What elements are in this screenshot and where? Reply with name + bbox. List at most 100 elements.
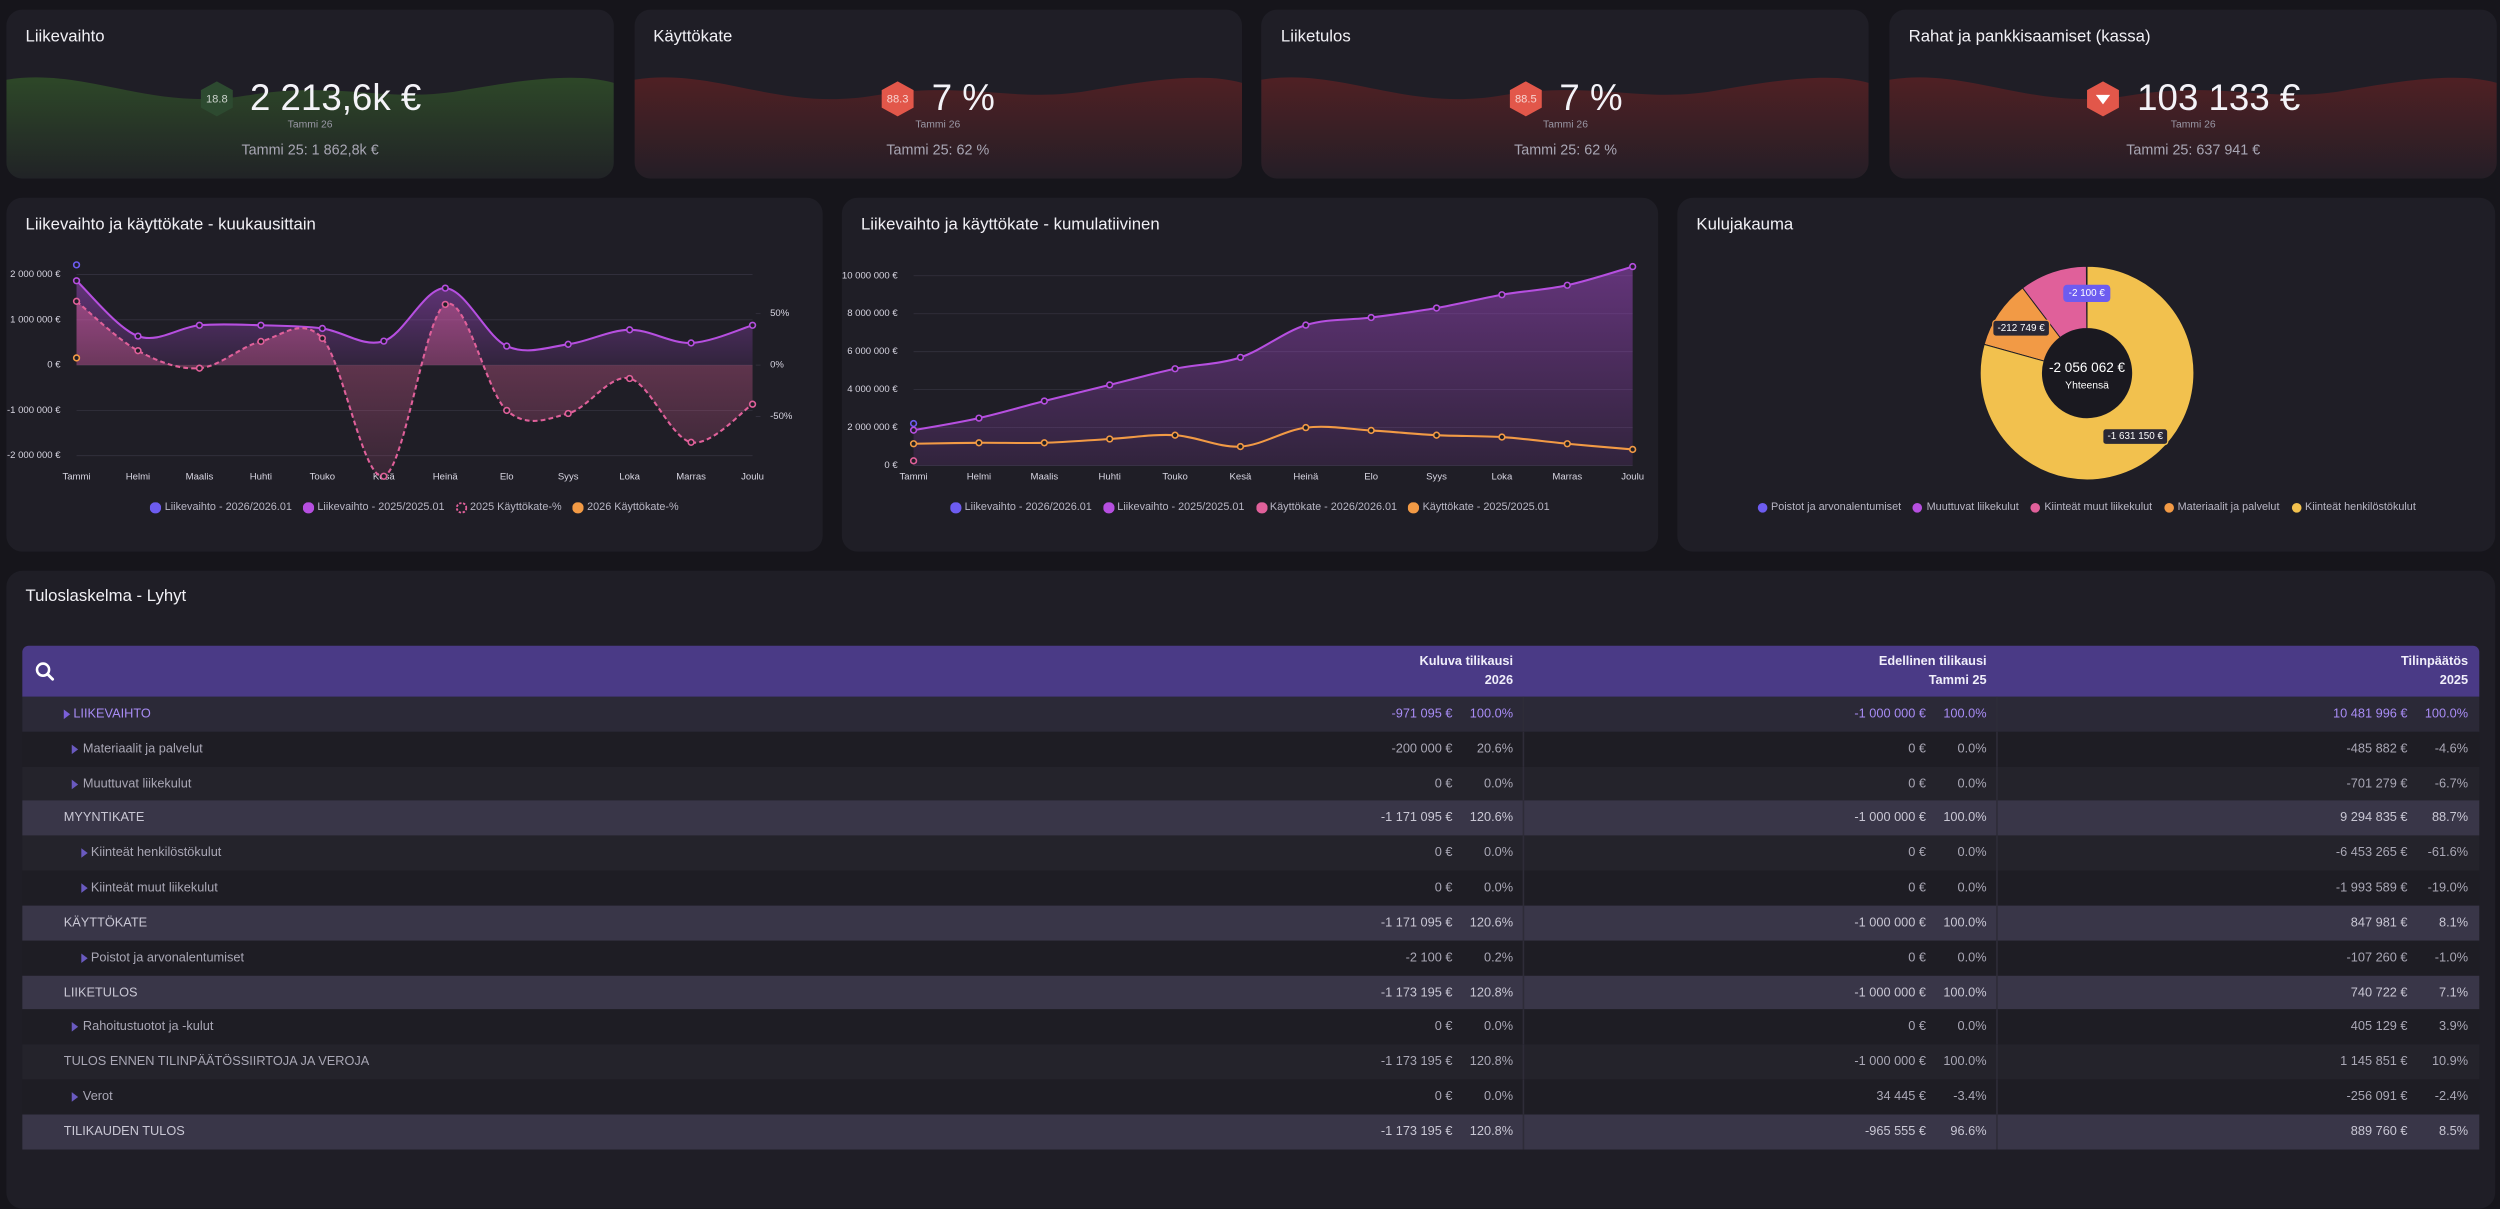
- amount-cell: -1 000 000 €: [1854, 906, 1926, 941]
- chart-plot: 10 000 000 €8 000 000 €6 000 000 €4 000 …: [842, 198, 1658, 501]
- table-title: Tuloslaskelma - Lyhyt: [26, 587, 187, 606]
- x-tick-label: Touko: [310, 471, 335, 482]
- expand-arrow[interactable]: [62, 708, 72, 721]
- kpi-previous: Tammi 25: 1 862,8k €: [6, 142, 613, 158]
- x-tick-label: Elo: [500, 471, 514, 482]
- kpi-value: 2 213,6k €: [250, 77, 421, 120]
- legend-marker: [2163, 502, 2174, 513]
- amount-cell: -965 555 €: [1865, 1114, 1926, 1149]
- series-point: [1434, 432, 1440, 438]
- table-row: MYYNTIKATE-1 171 095 €120.6%-1 000 000 €…: [22, 801, 2479, 836]
- column-separator: [1996, 697, 1998, 732]
- row-label: MYYNTIKATE: [64, 801, 145, 836]
- legend-dot: [2164, 503, 2174, 513]
- percent-cell: 3.9%: [2439, 1010, 2468, 1045]
- column-separator: [1523, 1045, 1525, 1080]
- expand-arrow[interactable]: [80, 952, 90, 965]
- series-point: [74, 278, 80, 284]
- percent-cell: 100.0%: [1943, 906, 1986, 941]
- legend-item: Kiinteät henkilöstökulut: [2291, 502, 2416, 513]
- series-point: [565, 341, 571, 347]
- series-point: [319, 326, 325, 332]
- legend-item: Poistot ja arvonalentumiset: [1757, 502, 1901, 513]
- percent-cell: 0.0%: [1958, 871, 1987, 906]
- kpi-badge: 88.5: [1508, 79, 1543, 117]
- amount-cell: 740 722 €: [2351, 975, 2408, 1010]
- legend-marker: [1757, 502, 1768, 513]
- legend-marker: [2030, 502, 2041, 513]
- legend-item: Liikevaihto - 2025/2025.01: [303, 502, 444, 513]
- column-separator: [1523, 906, 1525, 941]
- amount-cell: -1 000 000 €: [1854, 801, 1926, 836]
- amount-cell: -1 000 000 €: [1854, 1045, 1926, 1080]
- series-point: [750, 322, 756, 328]
- legend-marker: [1408, 502, 1419, 513]
- legend-dot: [1104, 503, 1114, 513]
- series-point: [135, 333, 141, 339]
- x-tick-label: Heinä: [1293, 471, 1319, 482]
- kpi-title: Rahat ja pankkisaamiset (kassa): [1909, 27, 2151, 46]
- y-tick-label: 4 000 000 €: [847, 384, 898, 395]
- legend-text: Kiinteät muut liikekulut: [2044, 502, 2152, 513]
- search-icon[interactable]: [33, 660, 55, 682]
- legend-item: 2026 Käyttökate-%: [573, 502, 679, 513]
- legend-text: Liikevaihto - 2026/2026.01: [165, 502, 292, 513]
- amount-cell: 847 981 €: [2351, 906, 2408, 941]
- table-row: Poistot ja arvonalentumiset-2 100 €0.2%0…: [22, 940, 2479, 975]
- series-area: [914, 267, 1633, 466]
- column-separator: [1996, 975, 1998, 1010]
- legend-dot: [1757, 503, 1767, 513]
- series-point: [1368, 315, 1374, 321]
- amount-cell: -107 260 €: [2347, 940, 2408, 975]
- column-header: Edellinen tilikausi: [1879, 654, 1987, 668]
- slice-value-label: -212 749 €: [1998, 323, 2046, 334]
- donut-total: -2 056 062 €: [2049, 360, 2126, 375]
- series-point: [1303, 322, 1309, 328]
- row-label: Muuttuvat liikekulut: [83, 766, 191, 801]
- x-tick-label: Tammi: [900, 471, 928, 482]
- expand-arrow[interactable]: [70, 743, 80, 756]
- x-tick-label: Maalis: [186, 471, 214, 482]
- y2-tick-label: 50%: [770, 308, 790, 319]
- column-separator: [1523, 697, 1525, 732]
- expand-arrow[interactable]: [80, 882, 90, 895]
- x-tick-label: Joulu: [741, 471, 764, 482]
- series-point: [197, 322, 203, 328]
- x-tick-label: Helmi: [126, 471, 150, 482]
- legend-text: Poistot ja arvonalentumiset: [1771, 502, 1901, 513]
- expand-arrow[interactable]: [70, 1091, 80, 1104]
- column-separator: [1996, 906, 1998, 941]
- legend-item: Liikevaihto - 2026/2026.01: [950, 502, 1091, 513]
- chart-card: Liikevaihto ja käyttökate - kuukausittai…: [6, 198, 822, 552]
- percent-cell: -4.6%: [2435, 732, 2468, 767]
- column-header: Kuluva tilikausi: [1420, 654, 1514, 668]
- kpi-sub: Tammi 26: [1262, 120, 1869, 131]
- column-separator: [1523, 940, 1525, 975]
- series-point: [1303, 425, 1309, 431]
- series-point: [258, 339, 264, 345]
- amount-cell: 0 €: [1908, 1010, 1926, 1045]
- expand-arrow[interactable]: [80, 847, 90, 860]
- percent-cell: 0.0%: [1958, 766, 1987, 801]
- series-point: [976, 415, 982, 421]
- percent-cell: -1.0%: [2435, 940, 2468, 975]
- legend-dot: [1913, 503, 1923, 513]
- table-row: LIIKETULOS-1 173 195 €120.8%-1 000 000 €…: [22, 975, 2479, 1010]
- amount-cell: -1 993 589 €: [2336, 871, 2408, 906]
- percent-cell: -2.4%: [2435, 1080, 2468, 1115]
- kpi-sub: Tammi 26: [1889, 120, 2496, 131]
- series-point: [1564, 282, 1570, 288]
- y-tick-label: 2 000 000 €: [847, 422, 898, 433]
- percent-cell: 120.6%: [1470, 801, 1513, 836]
- amount-cell: 0 €: [1435, 871, 1453, 906]
- amount-cell: 0 €: [1908, 871, 1926, 906]
- donut-total-label: Yhteensä: [2065, 381, 2109, 392]
- expand-arrow[interactable]: [70, 1021, 80, 1034]
- kpi-badge: [2086, 79, 2121, 117]
- series-point: [627, 376, 633, 382]
- amount-cell: -1 171 095 €: [1381, 906, 1453, 941]
- expand-arrow[interactable]: [70, 778, 80, 791]
